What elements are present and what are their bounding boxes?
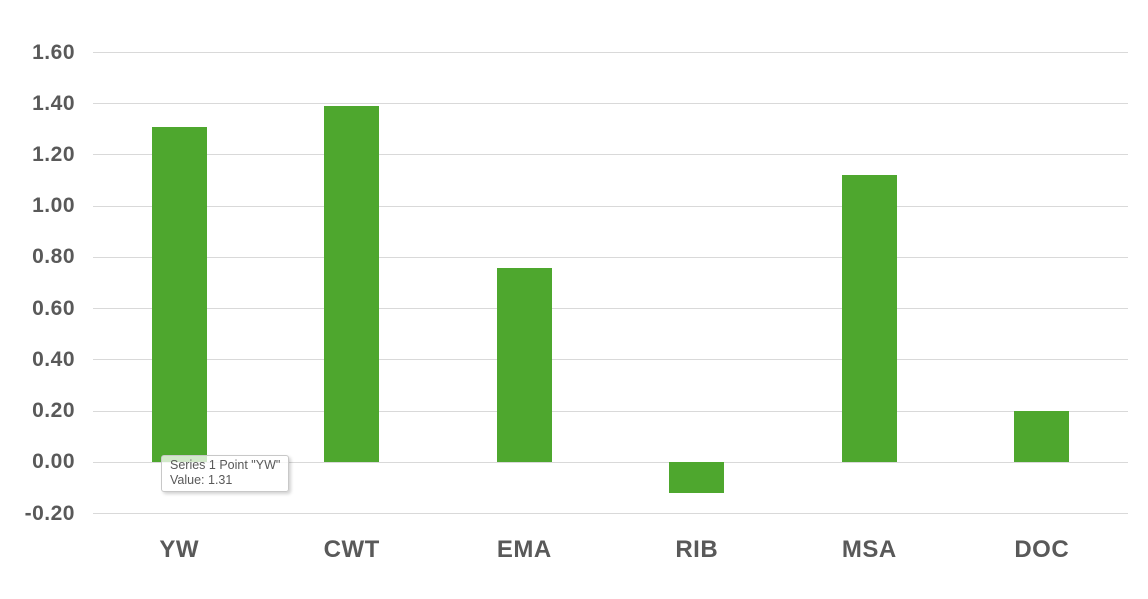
- tooltip-series-line: Series 1 Point "YW": [170, 458, 281, 472]
- gridline-1.60: [93, 52, 1128, 53]
- y-axis-tick-label: 0.80: [32, 245, 75, 269]
- x-axis-label-YW: YW: [159, 536, 200, 563]
- y-axis-tick-label: 1.40: [32, 91, 75, 115]
- y-axis-tick-label: 1.00: [32, 194, 75, 218]
- gridline-0.00: [93, 461, 1128, 463]
- x-axis-label-RIB: RIB: [675, 536, 719, 563]
- bar-YW[interactable]: [151, 126, 207, 463]
- y-axis-tick-label: 0.00: [32, 450, 75, 474]
- gridline-0.20: [93, 410, 1128, 412]
- tooltip-value-line: Value: 1.31: [170, 473, 233, 487]
- y-axis-tick-label: 0.20: [32, 399, 75, 423]
- gridline-1.40: [93, 103, 1128, 105]
- y-axis-tick-label: 1.20: [32, 142, 75, 166]
- gridline-1.00: [93, 205, 1128, 207]
- bar-EMA[interactable]: [496, 267, 552, 463]
- gridline-0.80: [93, 256, 1128, 258]
- bar-DOC[interactable]: [1014, 411, 1070, 463]
- x-axis-label-CWT: CWT: [323, 536, 380, 563]
- y-axis-tick-label: -0.20: [24, 501, 75, 525]
- chart-tooltip: Series 1 Point "YW" Value: 1.31: [161, 455, 290, 492]
- bar-CWT[interactable]: [324, 106, 380, 463]
- y-axis-tick-label: 0.40: [32, 347, 75, 371]
- bar-MSA[interactable]: [841, 175, 897, 463]
- bar-RIB[interactable]: [669, 462, 725, 493]
- gridline-0.40: [93, 359, 1128, 361]
- y-axis-tick-label: 1.60: [32, 40, 75, 64]
- gridline-0.60: [93, 308, 1128, 310]
- x-axis-label-DOC: DOC: [1014, 536, 1070, 563]
- x-axis-label-MSA: MSA: [841, 536, 897, 563]
- x-axis-label-EMA: EMA: [496, 536, 552, 563]
- y-axis-tick-label: 0.60: [32, 296, 75, 320]
- gridline--0.20: [93, 513, 1128, 514]
- gridline-1.20: [93, 154, 1128, 156]
